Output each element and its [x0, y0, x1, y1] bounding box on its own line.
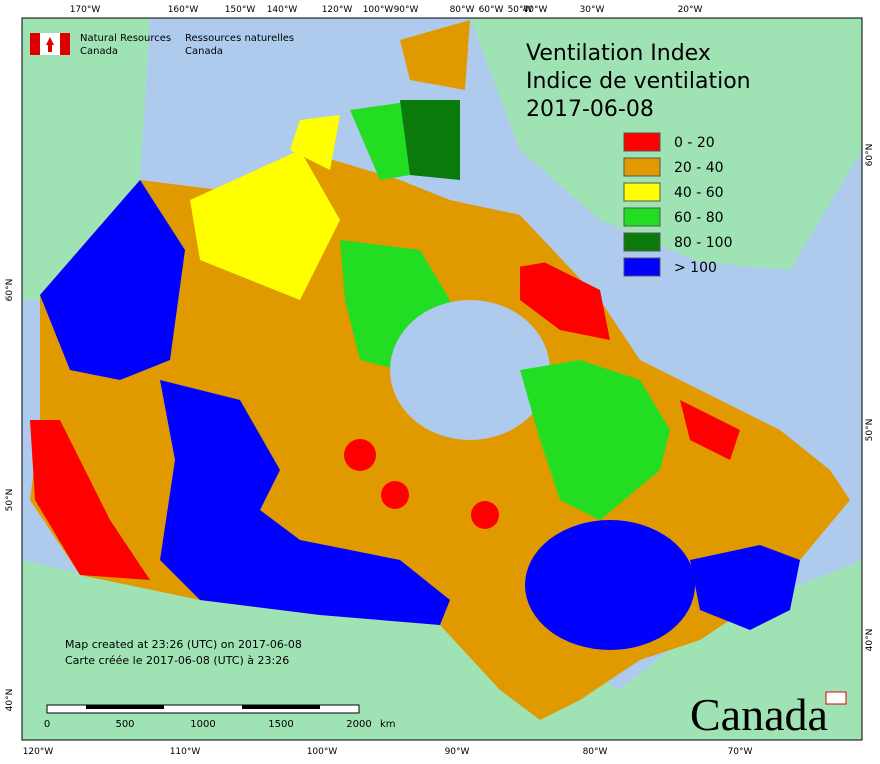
wordmark-flag: [825, 691, 847, 705]
created-en: Map created at 23:26 (UTC) on 2017-06-08: [65, 638, 302, 651]
legend-label: 80 - 100: [674, 235, 733, 251]
wordmark: Canada: [690, 689, 828, 740]
island: [400, 100, 460, 180]
region: [690, 545, 800, 630]
longitude-label: 80°W: [583, 747, 608, 757]
scale-segment: [125, 705, 164, 709]
latitude-label: 60°N: [865, 144, 875, 167]
island: [400, 20, 470, 90]
longitude-label: 60°W: [479, 5, 504, 15]
scale-label: 500: [115, 719, 134, 730]
longitude-label: 170°W: [70, 5, 101, 15]
legend-label: 60 - 80: [674, 210, 724, 226]
longitude-label: 140°W: [267, 5, 298, 15]
scale-label: 0: [44, 719, 50, 730]
flag-bar: [60, 33, 70, 55]
legend-swatch: [623, 157, 661, 177]
agency-fr: Ressources naturelles: [185, 33, 294, 44]
scale-segment: [242, 705, 281, 709]
region: [525, 520, 695, 650]
longitude-label: 90°W: [394, 5, 419, 15]
longitude-label: 20°W: [678, 5, 703, 15]
flag-leaf: [46, 37, 54, 52]
latitude-label: 40°N: [5, 689, 15, 712]
legend-label: 20 - 40: [674, 160, 724, 176]
region: [40, 180, 185, 380]
region: [680, 400, 740, 460]
frame: [21, 17, 863, 741]
longitude-label: 100°W: [307, 747, 338, 757]
longitude-label: 70°W: [728, 747, 753, 757]
region: [190, 150, 340, 300]
legend-swatch: [623, 232, 661, 252]
alaska: [22, 18, 150, 300]
scale-segment: [86, 705, 125, 709]
scale-label: 2000: [346, 719, 371, 730]
longitude-label: 150°W: [225, 5, 256, 15]
longitude-label: 40°W: [523, 5, 548, 15]
latitude-label: 40°N: [865, 629, 875, 652]
longitude-label: 110°W: [170, 747, 201, 757]
longitude-label: 80°W: [450, 5, 475, 15]
latitude-label: 50°N: [5, 489, 15, 512]
agency-en: Natural Resources: [80, 33, 171, 44]
legend-label: > 100: [674, 260, 717, 276]
scale-bar: [46, 704, 360, 714]
island: [290, 115, 340, 170]
region: [471, 501, 499, 529]
flag-bar: [30, 33, 40, 55]
hudson-bay: [390, 300, 550, 440]
scale-unit: km: [380, 719, 396, 730]
date: 2017-06-08: [526, 97, 654, 122]
longitude-label: 120°W: [23, 747, 54, 757]
region: [344, 439, 376, 471]
scale-label: 1500: [268, 719, 293, 730]
scale-segment: [281, 705, 320, 709]
longitude-label: 100°W: [363, 5, 394, 15]
created-fr: Carte créée le 2017-06-08 (UTC) à 23:26: [65, 654, 289, 667]
longitude-label: 90°W: [445, 747, 470, 757]
legend-swatch: [623, 132, 661, 152]
longitude-label: 160°W: [168, 5, 199, 15]
legend-swatch: [623, 207, 661, 227]
region: [30, 420, 150, 580]
longitude-label: 120°W: [322, 5, 353, 15]
longitude-label: 30°W: [580, 5, 605, 15]
scale-label: 1000: [190, 719, 215, 730]
legend-label: 0 - 20: [674, 135, 715, 151]
greenland: [470, 18, 862, 270]
legend-swatch: [623, 257, 661, 277]
region: [381, 481, 409, 509]
region: [520, 360, 670, 520]
country-en: Canada: [80, 46, 118, 57]
region: [440, 200, 560, 270]
region: [160, 380, 450, 625]
latitude-label: 50°N: [865, 419, 875, 442]
legend-swatch: [623, 182, 661, 202]
latitude-label: 60°N: [5, 279, 15, 302]
longitude-label: 50°W: [508, 5, 533, 15]
region: [520, 250, 610, 340]
country-fr: Canada: [185, 46, 223, 57]
title-fr: Indice de ventilation: [526, 69, 751, 94]
usa: [22, 560, 862, 740]
title: Ventilation Index: [526, 41, 711, 66]
legend-label: 40 - 60: [674, 185, 724, 201]
